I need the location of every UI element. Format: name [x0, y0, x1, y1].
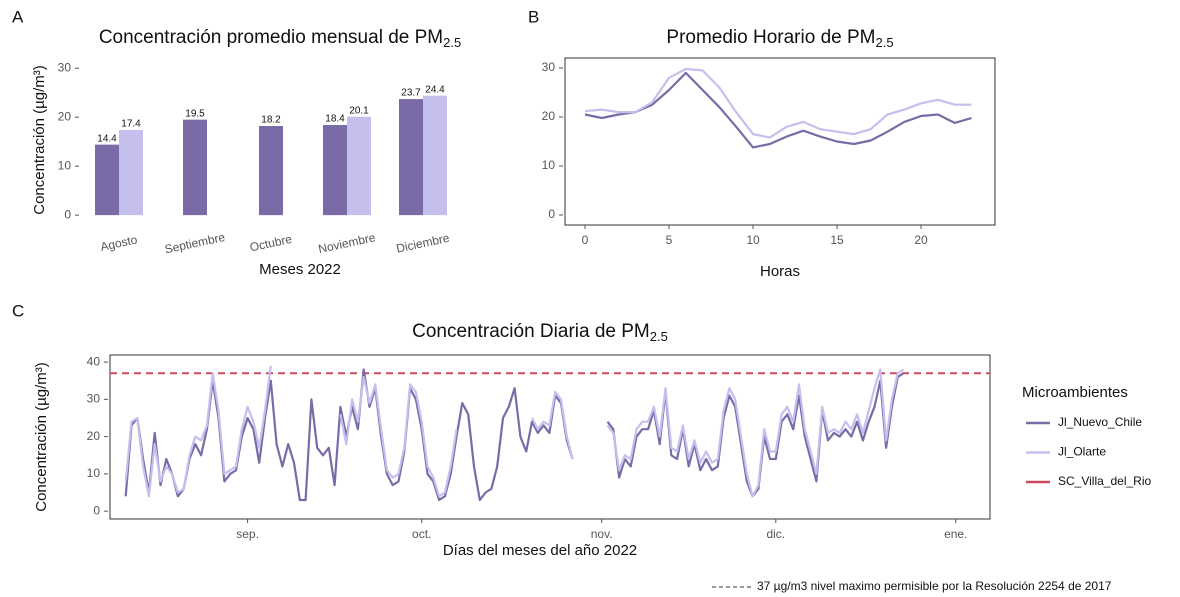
series-line [124, 365, 905, 498]
y-tick-label: 20 [58, 109, 72, 123]
legend-label: Jl_Olarte [1058, 445, 1106, 459]
bar [183, 119, 207, 216]
bar [323, 125, 347, 216]
x-tick-label: ene. [944, 527, 967, 541]
series-line [124, 368, 905, 502]
x-axis-label: Meses 2022 [259, 261, 341, 278]
panel-label: B [528, 7, 539, 26]
series-line [584, 67, 972, 139]
y-tick-label: 10 [87, 466, 101, 480]
x-tick-label: nov. [591, 527, 613, 541]
title-text: Concentración Diaria de PM [412, 321, 650, 342]
bar-value-label: 24.4 [425, 84, 445, 95]
y-tick-label: 20 [542, 109, 556, 123]
x-tick-label: Noviembre [317, 230, 377, 256]
y-tick-label: 10 [542, 158, 556, 172]
bar [119, 129, 143, 216]
plot-border [564, 57, 996, 226]
y-tick-label: 0 [64, 207, 71, 221]
y-tick-label: 30 [542, 60, 556, 74]
panel-label: C [12, 301, 24, 320]
title-text: Promedio Horario de PM [666, 27, 875, 48]
title-subscript: 2.5 [876, 35, 894, 50]
x-tick-label: Septiembre [163, 230, 226, 257]
bar [399, 99, 423, 216]
title-subscript: 2.5 [443, 35, 461, 50]
bar-value-label: 14.4 [97, 133, 117, 144]
x-tick-label: 20 [914, 233, 928, 247]
y-tick-label: 30 [87, 392, 101, 406]
panel-label: A [12, 7, 24, 26]
x-tick-label: Diciembre [395, 231, 451, 256]
plot-border [109, 354, 991, 520]
y-tick-label: 10 [58, 158, 72, 172]
bar-value-label: 19.5 [185, 108, 205, 119]
x-tick-label: 15 [830, 233, 844, 247]
bar-value-label: 18.4 [325, 114, 345, 125]
y-tick-label: 0 [93, 503, 100, 517]
legend-label: Jl_Nuevo_Chile [1058, 415, 1142, 429]
bar-value-label: 23.7 [401, 88, 421, 99]
x-tick-label: 5 [666, 233, 673, 247]
x-axis-label: Días del meses del año 2022 [443, 542, 637, 559]
x-tick-label: 0 [582, 233, 589, 247]
bar [347, 116, 371, 216]
series-line [584, 71, 972, 149]
title-subscript: 2.5 [650, 329, 668, 344]
x-tick-label: dic. [766, 527, 785, 541]
y-tick-label: 40 [87, 354, 101, 368]
x-tick-label: Agosto [99, 232, 139, 254]
footnote: 37 µg/m3 nivel maximo permisible por la … [757, 579, 1112, 593]
bar-value-label: 20.1 [349, 105, 369, 116]
bar [95, 144, 119, 216]
chart-title: Concentración Diaria de PM2.5 [412, 321, 668, 344]
legend-title: Microambientes [1022, 384, 1128, 401]
y-axis-label: Concentración (µg/m³) [33, 362, 50, 512]
bar-value-label: 17.4 [121, 119, 141, 130]
chart-title: Concentración promedio mensual de PM2.5 [99, 27, 461, 50]
x-tick-label: sep. [236, 527, 259, 541]
x-axis-label: Horas [760, 263, 800, 280]
y-tick-label: 20 [87, 429, 101, 443]
x-tick-label: oct. [412, 527, 431, 541]
bar [423, 95, 447, 216]
bar [259, 126, 283, 216]
x-tick-label: Octubre [248, 232, 293, 255]
title-text: Concentración promedio mensual de PM [99, 27, 443, 48]
y-axis-label: Concentración (µg/m³) [31, 65, 48, 215]
legend-label: SC_Villa_del_Rio [1058, 474, 1151, 488]
bar-value-label: 18.2 [261, 115, 281, 126]
x-tick-label: 10 [746, 233, 760, 247]
chart-title: Promedio Horario de PM2.5 [666, 27, 893, 50]
y-tick-label: 30 [58, 60, 72, 74]
y-tick-label: 0 [548, 207, 555, 221]
